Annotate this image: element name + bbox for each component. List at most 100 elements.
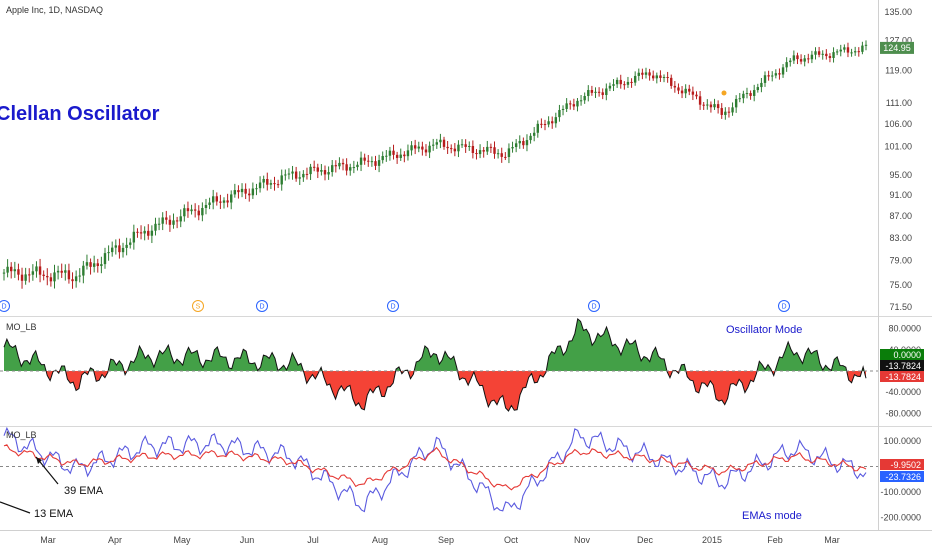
candle-body — [644, 72, 648, 75]
candle-body — [468, 145, 471, 147]
candle-body — [864, 44, 868, 46]
candle-body — [388, 150, 392, 156]
candle-body — [706, 104, 709, 106]
candle-body — [49, 277, 53, 282]
candle-body — [601, 92, 604, 96]
candle-body — [284, 174, 287, 176]
candle-body — [190, 209, 193, 212]
time-tick-label: Oct — [504, 535, 519, 545]
candle-body — [96, 263, 99, 267]
candle-body — [691, 91, 695, 95]
candle-body — [258, 182, 262, 189]
candle-body — [201, 207, 204, 216]
candle-body — [496, 153, 500, 155]
candle-body — [464, 144, 467, 147]
candle-body — [774, 73, 778, 76]
candle-body — [572, 104, 576, 107]
candle-body — [551, 121, 554, 124]
candle-body — [237, 190, 240, 193]
event-dot — [721, 90, 727, 96]
candle-body — [136, 231, 139, 233]
candle-body — [107, 252, 110, 254]
time-tick-label: Nov — [574, 535, 591, 545]
candle-body — [305, 173, 309, 175]
candle-body — [226, 200, 229, 203]
candle-body — [280, 175, 283, 185]
candle-body — [17, 269, 20, 275]
candle-body — [846, 47, 850, 53]
candle-body — [46, 275, 49, 278]
candle-body — [752, 90, 756, 96]
candle-body — [266, 178, 269, 185]
candle-body — [648, 72, 651, 76]
candle-body — [814, 51, 817, 55]
candle-body — [24, 274, 27, 281]
candle-body — [403, 154, 406, 157]
candle-body — [273, 183, 276, 185]
candle-body — [143, 230, 146, 234]
candle-body — [370, 161, 374, 163]
time-tick-label: Sep — [438, 535, 454, 545]
dividend-marker-letter: D — [259, 304, 264, 311]
candle-body — [767, 75, 770, 77]
candle-body — [825, 53, 828, 57]
candle-body — [540, 123, 543, 125]
candle-body — [114, 245, 118, 248]
ema-pane — [0, 426, 878, 513]
osc-line — [3, 317, 867, 412]
candle-body — [356, 164, 359, 168]
candle-body — [150, 230, 154, 236]
candle-body — [147, 230, 150, 236]
candle-body — [684, 88, 687, 94]
osc-positive-area — [4, 318, 866, 371]
dividend-marker — [0, 300, 10, 312]
candle-body — [193, 209, 197, 211]
candle-body — [561, 108, 565, 111]
ema-value-tag-label: -23.7326 — [885, 472, 921, 482]
osc-tick-label: 80.0000 — [888, 324, 921, 334]
candle-body — [172, 220, 175, 225]
candle-body — [680, 90, 684, 94]
price-tick-label: 71.50 — [889, 302, 912, 312]
ema-value-tag — [880, 471, 924, 482]
candle-body — [475, 152, 478, 155]
time-tick-label: Feb — [767, 535, 783, 545]
candle-body — [724, 111, 727, 115]
candle-body — [53, 272, 56, 282]
candle-body — [121, 247, 125, 253]
dividend-marker-letter: S — [196, 304, 201, 311]
candle-body — [742, 93, 745, 99]
price-tick-label: 101.00 — [884, 142, 912, 152]
candle-body — [630, 81, 633, 83]
candle-body — [222, 200, 226, 203]
candle-body — [341, 162, 345, 165]
dividend-marker-letter: D — [390, 304, 395, 311]
candle-body — [612, 84, 615, 86]
candle-body — [157, 223, 161, 225]
candle-body — [493, 147, 496, 154]
candle-body — [251, 188, 255, 196]
candle-body — [641, 72, 644, 75]
osc-value-tag-label: -13.7824 — [885, 372, 921, 382]
candle-body — [839, 49, 842, 52]
candle-body — [716, 104, 720, 109]
candle-body — [453, 148, 457, 152]
candle-body — [457, 144, 460, 152]
dividend-marker — [588, 300, 600, 312]
candle-body — [298, 177, 301, 179]
dividend-marker — [387, 300, 399, 312]
candle-body — [208, 202, 211, 205]
price-tick-label: 95.00 — [889, 170, 912, 180]
candle-body — [590, 90, 594, 93]
osc-value-tag — [880, 360, 924, 371]
candle-body — [417, 146, 420, 149]
candle-body — [413, 145, 417, 149]
oscillator-pane — [0, 317, 878, 412]
candle-body — [796, 55, 799, 60]
candle-body — [255, 188, 258, 190]
candle-body — [670, 77, 673, 86]
candle-body — [89, 262, 92, 267]
